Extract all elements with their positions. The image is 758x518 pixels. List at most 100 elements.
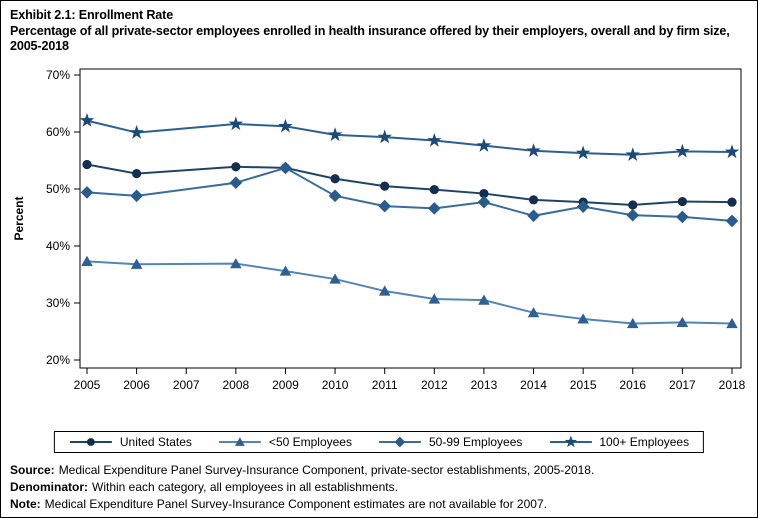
chart-title-block: Exhibit 2.1: Enrollment Rate Percentage … <box>10 8 749 55</box>
star-marker <box>724 144 740 159</box>
exhibit-subtitle: Percentage of all private-sector employe… <box>10 23 730 54</box>
x-tick-label: 2005 <box>74 378 101 392</box>
source-note: Source: Medical Expenditure Panel Survey-… <box>10 462 749 479</box>
star-marker <box>427 132 442 147</box>
availability-note: Note: Medical Expenditure Panel Survey-In… <box>10 496 749 513</box>
circle-marker <box>82 159 92 170</box>
x-tick-label: 2009 <box>272 378 299 392</box>
note-label: Note: <box>10 497 41 511</box>
star-marker <box>575 145 591 160</box>
x-tick-label: 2012 <box>421 378 448 392</box>
circle-marker <box>479 188 489 199</box>
x-tick-label: 2017 <box>669 378 696 392</box>
diamond-marker <box>725 214 739 228</box>
star-marker <box>228 116 244 131</box>
series-100-employees <box>79 113 740 161</box>
legend-entry-united-states: United States <box>69 435 192 449</box>
triangle-marker <box>428 293 441 304</box>
x-tick-label: 2007 <box>173 378 200 392</box>
star-marker <box>675 143 690 158</box>
diamond-marker <box>328 189 342 203</box>
legend-entry-50-99-employees: 50-99 Employees <box>378 435 522 449</box>
note-text: Medical Expenditure Panel Survey-Insuran… <box>44 497 547 511</box>
x-tick-label: 2015 <box>570 378 597 392</box>
star-marker <box>129 124 144 139</box>
triangle-marker <box>626 317 639 329</box>
plot-frame <box>79 68 742 369</box>
series-line <box>86 119 733 156</box>
star-marker <box>79 113 95 127</box>
diamond-marker <box>477 195 491 209</box>
legend-label: 100+ Employees <box>599 435 690 449</box>
circle-marker <box>86 438 95 446</box>
source-label: Source: <box>10 463 55 477</box>
circle-marker <box>677 196 687 207</box>
y-tick-label: 30% <box>46 296 70 310</box>
exhibit-title: Exhibit 2.1: Enrollment Rate <box>10 8 174 22</box>
x-tick-label: 2006 <box>123 378 150 392</box>
diamond-marker <box>626 208 640 222</box>
source-text: Medical Expenditure Panel Survey-Insuran… <box>58 463 595 477</box>
legend-entry-100-plus-employees: 100+ Employees <box>548 435 689 449</box>
line-circle-marker-icon <box>69 438 112 446</box>
diamond-marker <box>130 189 143 203</box>
diamond-marker <box>378 199 391 213</box>
x-axis: 2005 2006 2007 2008 2009 2010 2011 2012 2013 2014… <box>74 368 746 392</box>
series-united-states <box>82 159 737 210</box>
legend-label: <50 Employees <box>268 435 352 449</box>
chart-legend: United States <50 Employees 50-99 Employ… <box>53 431 705 453</box>
triangle-marker <box>329 273 341 284</box>
star-marker <box>625 147 640 161</box>
circle-marker <box>132 169 142 179</box>
line-diamond-marker-icon <box>378 436 421 448</box>
circle-marker <box>528 195 539 205</box>
diamond-marker <box>527 209 540 223</box>
circle-marker <box>429 184 439 195</box>
diamond-marker <box>676 210 689 224</box>
x-tick-label: 2018 <box>719 378 746 392</box>
legend-label: 50-99 Employees <box>428 435 523 449</box>
x-tick-label: 2010 <box>322 378 349 392</box>
star-marker <box>564 435 577 448</box>
circle-marker <box>231 162 241 172</box>
y-axis: 70% 60% 50% 40% 30% 20% Percent <box>12 68 80 367</box>
denominator-text: Within each category, all employees in a… <box>92 480 398 494</box>
series-line <box>86 163 733 206</box>
legend-label: United States <box>119 435 192 449</box>
line-star-marker-icon <box>549 435 592 448</box>
diamond-marker <box>279 161 292 175</box>
star-marker <box>476 138 492 152</box>
denominator-note: Denominator: Within each category, all em… <box>10 479 749 496</box>
triangle-marker <box>230 258 242 269</box>
diamond-marker <box>80 186 94 199</box>
x-tick-label: 2013 <box>471 378 498 392</box>
y-tick-label: 20% <box>46 353 70 367</box>
series-50-99-employees <box>80 161 739 228</box>
series-line <box>86 260 733 325</box>
triangle-marker <box>527 307 540 318</box>
triangle-marker <box>234 437 245 446</box>
circle-marker <box>380 181 390 191</box>
triangle-marker <box>81 255 93 266</box>
star-marker <box>278 118 293 133</box>
diamond-marker <box>428 202 441 215</box>
triangle-marker <box>378 285 391 296</box>
x-tick-label: 2011 <box>372 378 398 392</box>
diamond-marker <box>576 200 590 213</box>
triangle-marker <box>577 313 589 324</box>
triangle-marker <box>676 316 689 327</box>
diamond-marker <box>394 436 406 448</box>
x-tick-label: 2014 <box>520 378 547 392</box>
circle-marker <box>628 200 638 210</box>
y-tick-label: 50% <box>46 182 70 196</box>
line-triangle-marker-icon <box>218 437 261 446</box>
triangle-marker <box>478 294 490 305</box>
legend-entry-under-50-employees: <50 Employees <box>218 435 352 449</box>
chart-footnotes: Source: Medical Expenditure Panel Survey-… <box>10 462 749 513</box>
circle-marker <box>727 197 737 207</box>
x-tick-label: 2008 <box>222 378 249 392</box>
star-marker <box>526 143 541 157</box>
circle-marker <box>330 174 340 184</box>
